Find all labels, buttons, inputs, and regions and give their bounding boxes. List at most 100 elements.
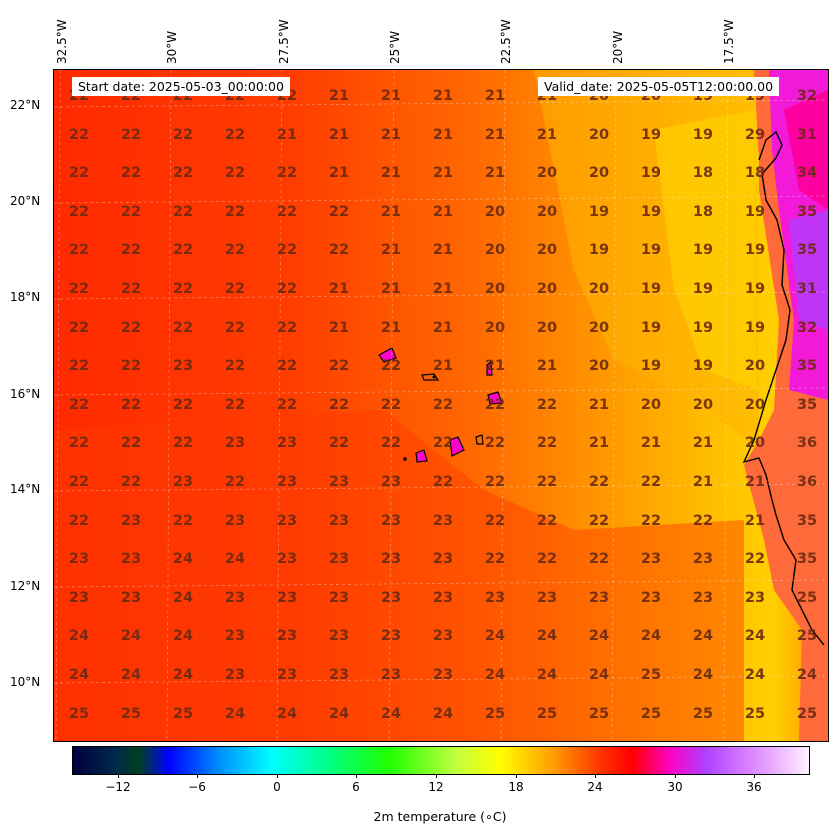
temperature-value: 19	[588, 203, 610, 220]
temperature-value: 22	[328, 203, 350, 220]
temperature-value: 22	[120, 319, 142, 336]
temperature-value: 22	[68, 474, 90, 490]
temperature-value: 23	[120, 512, 142, 529]
temperature-value: 21	[432, 203, 454, 220]
temperature-value: 25	[796, 705, 818, 722]
map-overlay	[54, 70, 828, 741]
temperature-value: 21	[484, 88, 506, 104]
temperature-value: 21	[328, 126, 350, 143]
temperature-value: 23	[432, 667, 454, 683]
temperature-value: 20	[744, 435, 766, 452]
temperature-value: 25	[692, 705, 714, 722]
temperature-value: 21	[432, 88, 454, 104]
temperature-value: 20	[588, 281, 610, 297]
temperature-value: 23	[172, 358, 194, 375]
temperature-value: 24	[120, 667, 142, 683]
temperature-value: 25	[640, 705, 662, 722]
temperature-value: 25	[796, 589, 818, 606]
temperature-value: 21	[276, 126, 298, 143]
temperature-value: 19	[744, 281, 766, 297]
temperature-value: 20	[484, 281, 506, 297]
temperature-value: 21	[744, 474, 766, 490]
temperature-value: 21	[432, 319, 454, 336]
temperature-value: 20	[536, 319, 558, 336]
temperature-value: 21	[588, 396, 610, 413]
temperature-value: 23	[692, 589, 714, 606]
temperature-value: 24	[536, 628, 558, 645]
temperature-value: 21	[380, 88, 402, 104]
lon-label: 30°W	[165, 30, 179, 64]
colorbar-tick-label: −6	[188, 780, 206, 794]
colorbar-tick-label: 24	[587, 780, 603, 794]
temperature-value: 23	[380, 628, 402, 645]
temperature-value: 21	[380, 281, 402, 297]
temperature-value: 22	[120, 126, 142, 143]
temperature-value: 22	[120, 474, 142, 490]
lon-label: 25°W	[388, 30, 402, 64]
temperature-value: 20	[744, 396, 766, 413]
temperature-value: 23	[328, 628, 350, 645]
temperature-value: 31	[796, 281, 818, 297]
temperature-value: 20	[692, 396, 714, 413]
temperature-value: 22	[120, 281, 142, 297]
temperature-value: 22	[224, 165, 246, 182]
temperature-value: 22	[432, 396, 454, 413]
temperature-value: 22	[380, 396, 402, 413]
temperature-value: 22	[120, 203, 142, 220]
temperature-value: 24	[692, 667, 714, 683]
temperature-value: 22	[692, 512, 714, 529]
colorbar-tick-label: 36	[746, 780, 762, 794]
temperature-value: 24	[588, 628, 610, 645]
temperature-value: 22	[68, 319, 90, 336]
temperature-value: 21	[380, 203, 402, 220]
temperature-value: 22	[172, 396, 194, 413]
colorbar	[72, 746, 810, 775]
temperature-value: 22	[640, 474, 662, 490]
temperature-value: 20	[484, 203, 506, 220]
temperature-value: 22	[172, 165, 194, 182]
temperature-value: 22	[172, 512, 194, 529]
temperature-value: 23	[380, 667, 402, 683]
temperature-value: 35	[796, 551, 818, 568]
temperature-value: 21	[432, 281, 454, 297]
temperature-value: 35	[796, 242, 818, 259]
temperature-value: 22	[224, 203, 246, 220]
lon-label: 22.5°W	[499, 19, 513, 64]
temperature-value: 22	[276, 281, 298, 297]
temperature-value: 23	[328, 551, 350, 568]
temperature-value: 34	[796, 165, 818, 182]
temperature-value: 23	[328, 474, 350, 490]
temperature-value: 21	[328, 88, 350, 104]
temperature-value: 19	[640, 319, 662, 336]
lat-label: 16°N	[10, 387, 41, 401]
temperature-value: 23	[224, 435, 246, 452]
temperature-value: 25	[172, 705, 194, 722]
colorbar-tick-label: 30	[667, 780, 683, 794]
temperature-value: 23	[276, 551, 298, 568]
temperature-value: 35	[796, 396, 818, 413]
temperature-value: 19	[640, 242, 662, 259]
temperature-value: 24	[276, 705, 298, 722]
temperature-value: 22	[588, 512, 610, 529]
temperature-value: 22	[276, 242, 298, 259]
temperature-value: 24	[640, 628, 662, 645]
temperature-value: 22	[484, 512, 506, 529]
temperature-value: 36	[796, 435, 818, 452]
temperature-value: 22	[744, 551, 766, 568]
temperature-value: 21	[432, 242, 454, 259]
temperature-value: 23	[432, 628, 454, 645]
temperature-map: 22 22 22 22 22 21 21 21 21 21 20 20 19 19 32 22 22 22 22 21…	[53, 69, 829, 742]
lon-label: 32.5°W	[55, 19, 69, 64]
temperature-value: 22	[172, 126, 194, 143]
temperature-value: 19	[744, 319, 766, 336]
temperature-value: 19	[640, 126, 662, 143]
temperature-value: 23	[120, 589, 142, 606]
temperature-value: 19	[588, 242, 610, 259]
temperature-value: 23	[68, 589, 90, 606]
temperature-value: 23	[120, 551, 142, 568]
temperature-value: 35	[796, 358, 818, 375]
temperature-value: 22	[484, 474, 506, 490]
temperature-value: 23	[172, 474, 194, 490]
temperature-value: 23	[744, 589, 766, 606]
temperature-value: 18	[692, 165, 714, 182]
